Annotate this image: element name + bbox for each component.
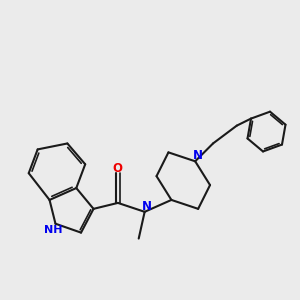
Text: N: N xyxy=(193,149,203,162)
Text: N: N xyxy=(142,200,152,213)
Text: NH: NH xyxy=(44,225,63,235)
Text: O: O xyxy=(112,162,122,175)
